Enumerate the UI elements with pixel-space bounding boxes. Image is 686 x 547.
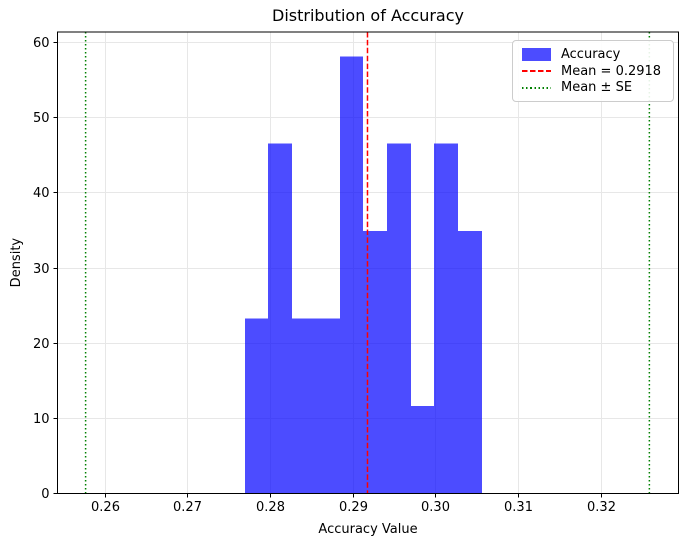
legend-swatch-dotted-line: [522, 86, 551, 89]
legend-item: Mean ± SE: [522, 80, 667, 95]
axes-spines: [57, 31, 679, 494]
x-tick-label: 0.29: [339, 500, 368, 515]
histogram-bar: [458, 231, 482, 494]
histogram-bar: [411, 405, 434, 494]
y-tick-label: 20: [33, 337, 50, 352]
histogram-series: [245, 56, 482, 494]
y-tick-label: 40: [33, 186, 50, 201]
legend-label: Accuracy: [561, 46, 621, 62]
legend: Accuracy Mean = 0.2918 Mean ± SE: [512, 40, 674, 102]
legend-item: Mean = 0.2918: [522, 64, 667, 79]
histogram-bar: [340, 56, 363, 494]
y-tick-label: 60: [33, 36, 50, 51]
x-tick-label: 0.28: [256, 500, 285, 515]
histogram-bar: [363, 231, 387, 494]
ticks-layer: 0.26 0.27 0.28 0.29 0.30 0.31 0.32 0 10 20 30 40 50 6…: [33, 36, 616, 515]
legend-swatch-patch: [522, 47, 551, 61]
chart-title: Distribution of Accuracy: [272, 6, 464, 25]
legend-label: Mean ± SE: [561, 80, 633, 96]
y-tick-label: 30: [33, 262, 50, 277]
x-tick-label: 0.26: [91, 500, 120, 515]
histogram-bar: [245, 318, 268, 494]
legend-item: Accuracy: [522, 47, 667, 62]
histogram-bar: [292, 318, 316, 494]
x-tick-label: 0.27: [173, 500, 202, 515]
histogram-bar: [434, 143, 458, 494]
histogram-bar: [268, 143, 292, 494]
x-tick-label: 0.30: [421, 500, 450, 515]
plot-border: [57, 31, 679, 494]
reference-lines-layer: [84, 32, 651, 494]
legend-label: Mean = 0.2918: [561, 63, 662, 79]
y-axis-label: Density: [9, 238, 24, 288]
legend-swatch-dashed-line: [522, 70, 551, 72]
y-tick-label: 50: [33, 111, 50, 126]
histogram-bar: [316, 318, 340, 494]
y-tick-label: 10: [33, 412, 50, 427]
x-axis-label: Accuracy Value: [318, 522, 417, 537]
x-tick-label: 0.31: [504, 500, 533, 515]
x-tick-label: 0.32: [587, 500, 616, 515]
y-tick-label: 0: [41, 487, 49, 502]
histogram-bar: [387, 143, 411, 494]
